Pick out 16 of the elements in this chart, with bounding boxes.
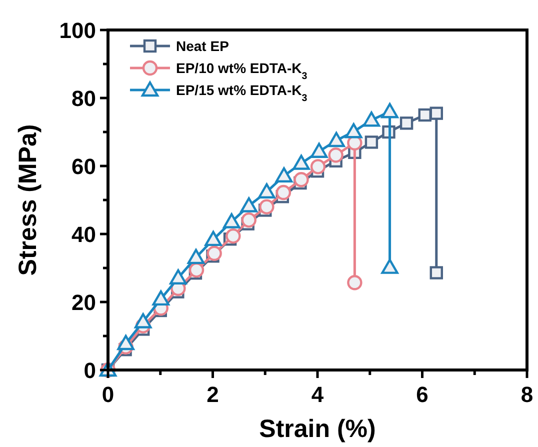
y-tick-label: 80 <box>72 86 96 111</box>
y-tick-label: 20 <box>72 290 96 315</box>
y-tick-label: 60 <box>72 154 96 179</box>
y-tick-label: 100 <box>59 18 96 43</box>
x-axis-title: Strain (%) <box>259 415 376 443</box>
y-axis-title: Stress (MPa) <box>14 124 42 276</box>
x-tick-label: 6 <box>416 382 428 407</box>
y-tick-label: 40 <box>72 222 96 247</box>
x-tick-label: 4 <box>311 382 324 407</box>
y-tick-label: 0 <box>84 358 96 383</box>
x-tick-label: 8 <box>520 382 534 407</box>
legend-label: EP/15 wt% EDTA-K$_{3}$ <box>176 82 308 104</box>
legend-label: Neat EP <box>176 38 229 54</box>
x-tick-label: 0 <box>102 382 114 407</box>
legend-label: EP/10 wt% EDTA-K$_{3}$ <box>176 60 308 82</box>
x-tick-label: 2 <box>206 382 219 407</box>
